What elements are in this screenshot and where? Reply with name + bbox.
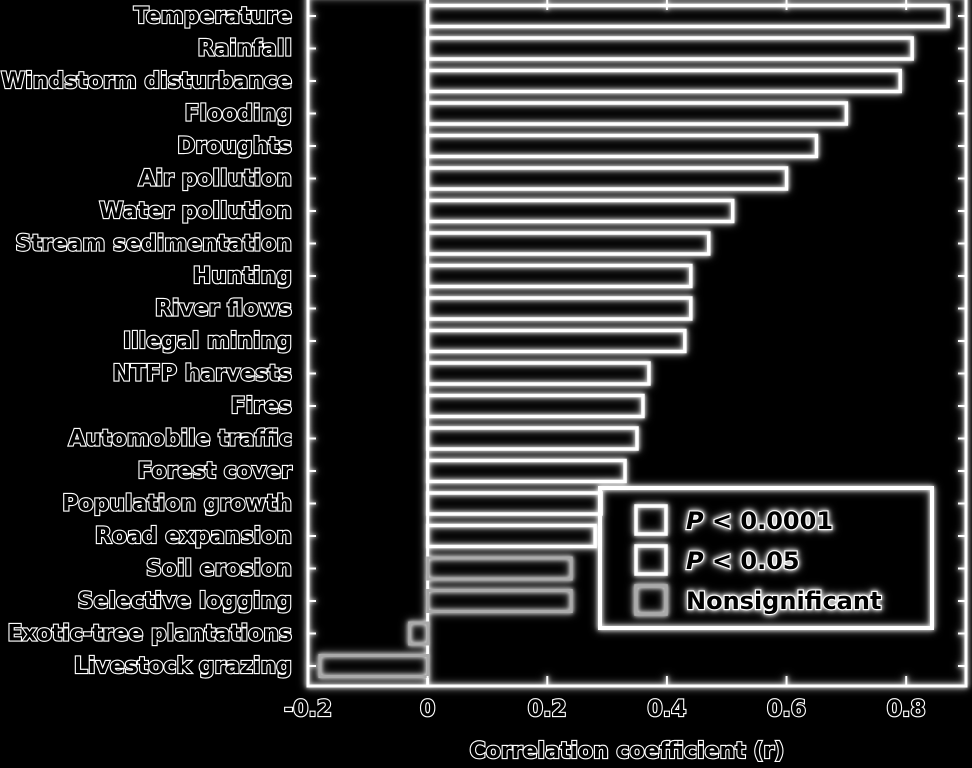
y-ticks [308, 15, 966, 667]
plot-area: P < 0.0001 P < 0.05 Nonsignificant [306, 0, 968, 688]
bar [425, 296, 693, 321]
x-tick-labels: -0.2 0 0.2 0.4 0.6 0.8 [283, 696, 927, 723]
y-tick-label: Windstorm disturbance [1, 69, 292, 94]
y-tick-label: Soil erosion [146, 557, 292, 582]
y-tick-label: Livestock grazing [74, 654, 292, 679]
y-tick-label: Automobile traffic [68, 427, 292, 452]
bar [425, 101, 849, 126]
y-tick-label: NTFP harvests [112, 362, 292, 387]
legend-swatch [634, 584, 668, 616]
y-tick-label: Forest cover [137, 459, 292, 484]
x-tick-label: 0.2 [528, 697, 567, 722]
y-tick-label: Temperature [134, 4, 292, 29]
y-tick-label: Exotic-tree plantations [7, 622, 292, 647]
legend-box [598, 486, 934, 630]
y-tick-label: Water pollution [99, 199, 292, 224]
y-tick-label: River flows [155, 297, 292, 322]
x-ticks [307, 0, 908, 686]
y-tick-label: Flooding [185, 102, 293, 127]
y-tick-label: Selective logging [78, 589, 292, 614]
bar [426, 589, 573, 613]
bar [425, 166, 789, 191]
bar [425, 458, 627, 484]
bar [425, 426, 639, 451]
y-tick-label: Rainfall [198, 37, 293, 62]
y-tick-label: Illegal mining [123, 329, 292, 354]
y-tick-label: Air pollution [138, 167, 292, 192]
bar [425, 328, 687, 354]
legend-swatch [634, 504, 668, 536]
bar [425, 198, 735, 224]
legend-swatch [634, 544, 668, 576]
labels: Temperature Rainfall Windstorm disturbance… [0, 3, 927, 765]
x-tick-label: 0 [420, 697, 435, 722]
bar [425, 68, 902, 94]
bar [425, 263, 693, 289]
y-tick-label: Stream sedimentation [15, 232, 292, 257]
bar [425, 36, 914, 61]
legend-label: P < 0.0001 [686, 507, 833, 535]
bar [425, 393, 645, 419]
x-axis-title: Correlation coefficient (r) [470, 739, 785, 764]
bar [425, 491, 603, 516]
x-tick-label: 0.4 [647, 697, 686, 722]
bar [425, 3, 950, 29]
bar [425, 133, 819, 159]
x-tick-label: 0.6 [767, 697, 806, 722]
legend-label: P < 0.05 [686, 547, 800, 575]
y-tick-label: Hunting [193, 264, 292, 289]
y-tick-label: Road expansion [95, 524, 292, 549]
bar [426, 556, 573, 581]
y-tick-label: Fires [231, 394, 292, 419]
y-tick-label: Droughts [177, 134, 292, 159]
bar [425, 231, 711, 256]
bar [318, 654, 430, 678]
bar [425, 523, 597, 549]
legend-label: Nonsignificant [686, 587, 881, 615]
x-tick-label: -0.2 [284, 697, 332, 722]
bars [318, 3, 950, 678]
y-tick-label: Population growth [62, 492, 292, 517]
bar [408, 621, 430, 646]
legend: P < 0.0001 P < 0.05 Nonsignificant [598, 486, 934, 630]
y-tick-labels: Temperature Rainfall Windstorm disturbance… [0, 3, 293, 680]
x-tick-label: 0.8 [887, 697, 926, 722]
bar [425, 361, 651, 386]
